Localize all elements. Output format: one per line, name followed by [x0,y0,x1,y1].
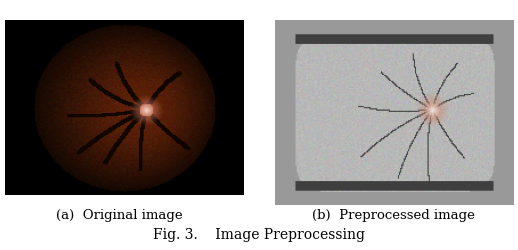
Text: (b)  Preprocessed image: (b) Preprocessed image [312,208,475,222]
Text: (a)  Original image: (a) Original image [56,208,182,222]
Text: Fig. 3.    Image Preprocessing: Fig. 3. Image Preprocessing [153,228,365,242]
